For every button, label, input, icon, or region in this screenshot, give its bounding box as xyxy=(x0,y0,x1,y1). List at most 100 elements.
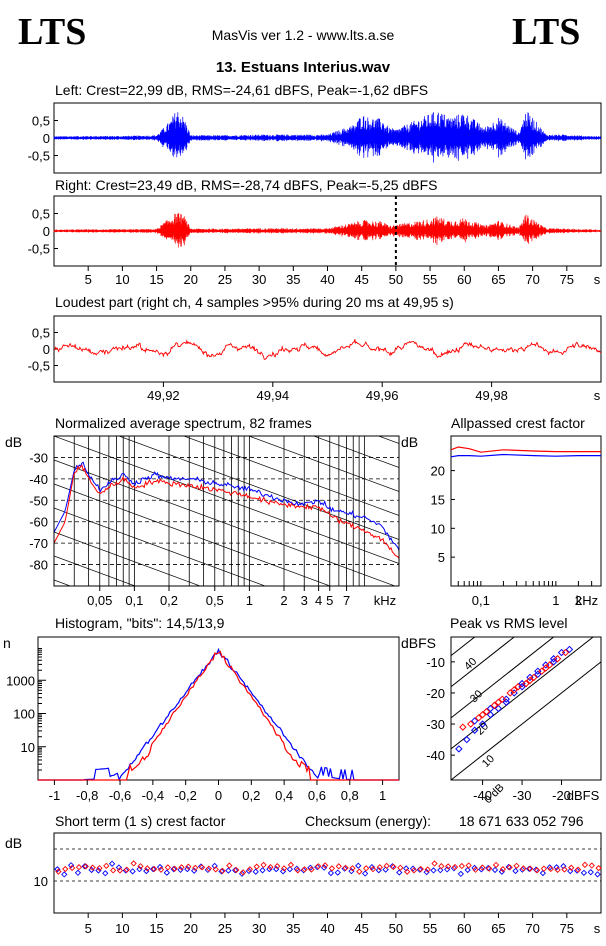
short-crest-point-right xyxy=(308,866,315,873)
short-crest-point-right xyxy=(253,863,260,870)
short-crest-point-right xyxy=(280,865,288,872)
checksum-value: 18 671 633 052 796 xyxy=(459,813,584,829)
short-term-crest-xtick-label: 10 xyxy=(115,921,129,936)
short-crest-point-right xyxy=(157,866,165,873)
short-crest-point-right xyxy=(205,865,213,872)
histogram-xtick-label: -0,4 xyxy=(142,788,164,803)
peak-rms-point-right xyxy=(553,655,562,663)
plots-layer: 0,50-0,50,50-0,55 10 15 20 25 30 35 40 45 50 55 60 6… xyxy=(6,102,602,936)
right-waveform-xtick-label: 25 xyxy=(218,272,232,287)
right-waveform-xtick-label: 20 xyxy=(184,272,198,287)
peak-rms-point-right xyxy=(561,648,570,657)
short-crest-point-right xyxy=(486,865,493,872)
average-spectrum-xtick-label: 2 xyxy=(280,593,287,608)
short-crest-point-left xyxy=(512,867,519,875)
short-crest-point-right xyxy=(472,866,479,873)
short-crest-point-right xyxy=(321,862,329,869)
short-crest-point-right xyxy=(390,863,397,871)
short-crest-point-left xyxy=(74,869,82,876)
short-crest-point-right xyxy=(540,865,548,872)
short-crest-point-left xyxy=(259,867,266,874)
average-spectrum-ytick-label: -70 xyxy=(29,536,48,551)
loudest-part-ytick-label: 0,5 xyxy=(32,326,50,341)
short-crest-point-right xyxy=(55,868,62,875)
short-crest-point-right xyxy=(513,862,520,869)
allpassed-crest-series-right xyxy=(450,446,601,453)
histogram-xtick-label: 0,2 xyxy=(242,788,260,803)
short-crest-point-left xyxy=(211,862,218,870)
short-crest-point-left xyxy=(396,869,403,876)
short-crest-point-left xyxy=(177,866,184,873)
peak-rms-point-right xyxy=(482,707,491,716)
right-waveform-xtick-label: 60 xyxy=(457,272,471,287)
allpassed-crest-ytick-label: 5 xyxy=(438,550,445,565)
short-crest-point-left xyxy=(587,869,594,876)
loudest-part-trace xyxy=(53,339,602,360)
checksum-label: Checksum (energy): xyxy=(305,813,431,829)
spectrum-slope-line xyxy=(54,436,399,564)
spectrum-slope-line xyxy=(54,700,399,828)
short-crest-point-left xyxy=(108,860,116,867)
short-crest-point-left xyxy=(61,871,68,878)
short-term-crest-xtick-label: 5 xyxy=(85,921,92,936)
average-spectrum-ytick-label: -80 xyxy=(29,558,48,573)
right-waveform-title: Right: Crest=23,49 dB, RMS=-28,74 dBFS, … xyxy=(55,177,437,193)
peak-rms-point-left xyxy=(494,704,503,713)
left-waveform-ytick-label: -0,5 xyxy=(28,149,50,164)
allpassed-crest-ytick-label: 15 xyxy=(431,492,445,507)
short-crest-point-right xyxy=(568,864,575,871)
short-crest-point-left xyxy=(560,863,567,870)
short-crest-point-right xyxy=(581,861,589,868)
short-crest-point-right xyxy=(397,864,404,871)
histogram-xtick-label: 0,4 xyxy=(275,788,293,803)
spectrum-slope-line xyxy=(54,652,399,780)
peak-rms-point-left xyxy=(518,683,526,691)
short-term-crest-xtick-label: 45 xyxy=(354,921,368,936)
short-crest-point-right xyxy=(356,868,363,875)
peak-rms-point-right xyxy=(514,683,522,691)
spectrum-slope-line xyxy=(54,507,267,586)
short-crest-point-right xyxy=(520,865,527,872)
average-spectrum-xunit: kHz xyxy=(374,593,396,608)
short-crest-point-left xyxy=(170,865,177,873)
peak-rms-point-right xyxy=(506,689,514,697)
short-crest-point-right xyxy=(458,862,465,870)
peak-rms-point-left xyxy=(463,735,471,744)
average-spectrum-xtick-label: 0,2 xyxy=(160,593,178,608)
right-waveform-ytick-label: -0,5 xyxy=(28,242,50,257)
loudest-part-xtick-label: 49,96 xyxy=(366,388,399,403)
short-crest-point-right xyxy=(267,863,274,871)
short-crest-point-left xyxy=(491,866,499,874)
right-waveform-xtick-label: 15 xyxy=(149,272,163,287)
short-crest-point-right xyxy=(137,863,144,870)
average-spectrum-ytick-label: -30 xyxy=(29,450,48,465)
short-crest-point-right xyxy=(185,863,192,870)
short-crest-point-right xyxy=(554,866,561,874)
short-crest-point-left xyxy=(150,865,157,873)
histogram-xtick-label: 0,8 xyxy=(341,788,359,803)
short-crest-point-right xyxy=(424,866,431,873)
right-waveform-xtick-label: 75 xyxy=(560,272,574,287)
short-crest-point-left xyxy=(361,870,369,877)
peak-rms-point-left xyxy=(526,673,534,682)
short-crest-point-left xyxy=(81,863,88,870)
short-crest-title: Short term (1 s) crest factor xyxy=(55,813,226,829)
peak-rms-point-left xyxy=(470,717,479,725)
short-crest-point-left xyxy=(444,866,451,873)
peak-rms-point-right xyxy=(538,667,546,675)
short-crest-point-right xyxy=(588,862,595,869)
file-title: 13. Estuans Interius.wav xyxy=(216,59,391,76)
peak-rms-point-right xyxy=(494,698,503,706)
spectrum-slope-line xyxy=(312,436,399,468)
spectrum-slope-line xyxy=(117,436,399,540)
histogram-xtick-label: -1 xyxy=(49,788,61,803)
logo-right: LTS xyxy=(512,11,580,53)
allpassed-crest-frame xyxy=(450,435,602,587)
short-crest-point-left xyxy=(464,866,471,874)
right-waveform-xtick-label: 30 xyxy=(252,272,266,287)
peak-rms-point-left xyxy=(518,679,526,688)
average-spectrum-xtick-label: 5 xyxy=(326,593,333,608)
short-crest-point-right xyxy=(369,866,377,873)
peak-rms-point-left xyxy=(470,726,479,734)
short-term-crest-xtick-label: 55 xyxy=(423,921,437,936)
